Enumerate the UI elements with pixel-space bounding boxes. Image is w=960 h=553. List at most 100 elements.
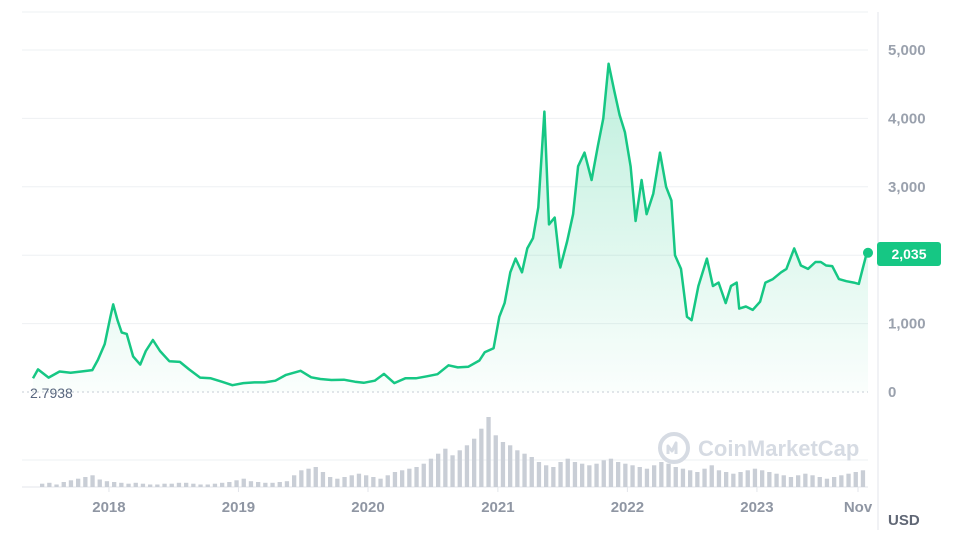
volume-bar [248,481,254,487]
volume-bar [83,477,88,487]
volume-bar [565,458,570,487]
volume-bar [839,475,844,487]
volume-bar [666,463,671,487]
volume-bar [342,477,347,487]
volume-bar [76,478,81,487]
volume-bar [781,475,786,487]
volume-bar [155,484,160,487]
volume-bar [846,473,851,487]
watermark-text: CoinMarketCap [698,436,859,461]
x-tick-label-2022: 2022 [611,499,644,516]
volume-bar [133,482,138,487]
y-tick-label-5000: 5,000 [888,42,926,59]
currency-unit-label: USD [888,512,920,529]
volume-bar [313,467,318,487]
x-tick-label-2020: 2020 [351,499,384,516]
volume-bar [824,478,830,487]
volume-bar [731,473,736,487]
volume-bar [126,483,131,487]
volume-bar [702,468,707,487]
volume-bar [205,484,210,487]
volume-bar [544,465,549,487]
volume-bar [68,480,74,487]
volume-bar [673,467,678,487]
volume-bar [306,468,311,487]
volume-bar [176,482,182,487]
volume-bar [335,478,340,487]
volume-bars [40,417,866,487]
volume-bar [724,472,729,487]
volume-bar [853,472,858,487]
volume-bar [450,455,455,487]
volume-bar [536,462,542,487]
volume-bar [745,470,750,487]
volume-bar [371,477,376,487]
current-price-label: 2,035 [891,246,926,262]
volume-bar [464,445,470,487]
volume-bar [472,438,477,487]
volume-bar [421,463,426,487]
volume-bar [616,462,621,487]
volume-bar [558,462,563,487]
volume-bar [594,463,599,487]
x-tick-label-2023: 2023 [740,499,773,516]
volume-bar [760,470,765,487]
volume-bar [400,470,405,487]
volume-bar [234,480,239,487]
volume-bar [263,482,268,487]
volume-bar [716,470,722,487]
volume-bar [212,483,218,487]
volume-bar [803,473,808,487]
current-price-dot [863,247,873,258]
volume-bar [493,435,498,487]
volume-bar [90,475,95,487]
volume-bar [169,483,174,487]
current-price-badge: 2,035 [877,242,941,266]
volume-bar [630,465,635,487]
min-price-label: 2.7938 [30,385,73,401]
volume-bar [162,483,167,487]
volume-bar [601,460,606,487]
volume-bar [637,467,642,487]
volume-bar [479,428,484,487]
volume-bar [572,462,578,487]
y-axis: 0 1,000 3,000 4,000 5,000 [888,42,926,401]
x-axis: 2018 2019 2020 2021 2022 2023 Nov [92,487,873,516]
volume-bar [738,472,743,487]
volume-bar [587,465,592,487]
x-tick-label-2018: 2018 [92,499,125,516]
volume-bar [299,470,304,487]
volume-bar [644,468,650,487]
volume-bar [320,472,326,487]
volume-bar [385,475,390,487]
volume-bar [292,475,297,487]
volume-bar [788,477,794,487]
volume-bar [695,472,700,487]
volume-bar [623,463,628,487]
volume-bar [284,481,290,487]
volume-bar [407,468,412,487]
volume-bar [140,483,146,487]
volume-bar [688,470,693,487]
volume-bar [270,482,275,487]
volume-bar [47,482,52,487]
volume-bar [551,467,556,487]
y-tick-label-1000: 1,000 [888,316,926,333]
volume-bar [220,482,225,487]
volume-bar [256,482,261,487]
volume-bar [191,483,196,487]
volume-bar [227,482,232,487]
x-tick-label-Nov: Nov [844,499,873,516]
volume-bar [61,482,66,487]
volume-bar [443,448,448,487]
volume-bar [767,472,772,487]
y-tick-label-4000: 4,000 [888,110,926,127]
coinmarketcap-watermark: CoinMarketCap [658,432,859,464]
volume-bar [428,458,434,487]
volume-bar [522,453,527,487]
volume-bar [500,442,506,487]
volume-bar [457,450,462,487]
volume-bar [414,467,419,487]
volume-bar [364,475,369,487]
